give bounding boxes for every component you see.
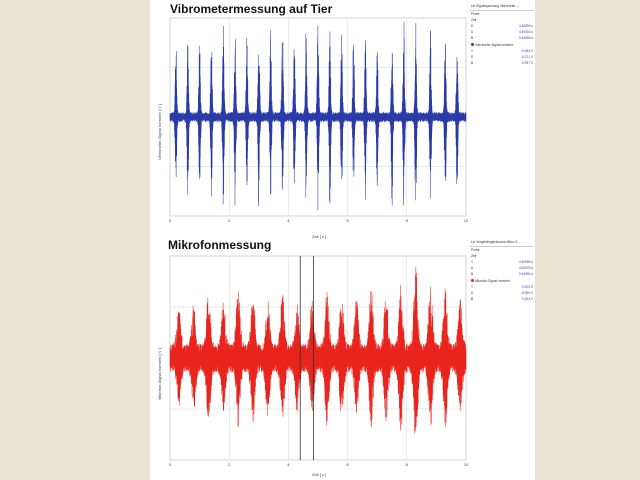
- panel-row: B 0.44950 s: [470, 36, 534, 42]
- row-value: 0.44950 s: [518, 272, 533, 277]
- row-key: B: [471, 36, 474, 41]
- vibro-y-label: Vibrometer-Signal normiert [ V ]: [157, 104, 162, 160]
- mikro-chart-title: Mikrofonmessung: [168, 238, 272, 252]
- panel-row: D 4.40950 s: [470, 24, 534, 30]
- panel-row: Y -0.094 V: [470, 48, 534, 54]
- legend-text: Vibrometer Signal normiert: [475, 43, 513, 48]
- panel-header: Lin Signalspannung Vibrometer ...: [470, 4, 534, 12]
- panel-row: D 4.40000 s: [470, 30, 534, 36]
- x-tick-label: 4: [287, 462, 290, 467]
- panel-header-text: Lin Vergleichsgeräusche Mikro 3...: [471, 240, 520, 245]
- legend-dot-icon: [471, 279, 474, 283]
- x-tick-label: 0: [169, 462, 172, 467]
- mikro-plot[interactable]: 0 2 4 6 8 10: [168, 254, 468, 470]
- row-value: 4.40000 s: [518, 30, 533, 35]
- panel-header-text: Lin Signalspannung Vibrometer ...: [471, 4, 519, 9]
- row-key: B: [471, 297, 474, 302]
- panel-row: B 0.097 V: [470, 61, 534, 67]
- signal-trace: [169, 266, 467, 434]
- vibro-cursor-panel: Lin Signalspannung Vibrometer ... Probe …: [470, 4, 534, 67]
- row-value: 0.203 V: [522, 297, 533, 302]
- panel-legend: Vibrometer Signal normiert: [470, 42, 534, 48]
- panel-header: Lin Vergleichsgeräusche Mikro 3...: [470, 240, 534, 248]
- vibro-chart-title: Vibrometermessung auf Tier: [170, 2, 333, 16]
- row-value: -0.009 V: [520, 290, 533, 295]
- panel-legend: Mikrofon-Signal normiert: [470, 278, 534, 284]
- legend-text: Mikrofon-Signal normiert: [475, 279, 510, 284]
- x-tick-label: 2: [228, 218, 231, 223]
- row-value: 4.40950 s: [518, 260, 533, 265]
- legend-dot-icon: [471, 43, 474, 47]
- row-value: 0.203 V: [522, 284, 533, 289]
- row-value: 0.097 V: [522, 61, 533, 66]
- x-tick-label: 6: [346, 218, 349, 223]
- vibro-x-label: Zeit [ s ]: [312, 234, 327, 239]
- row-value: 0.071 V: [522, 54, 533, 59]
- x-tick-label: 10: [464, 218, 468, 223]
- mikro-cursor-panel: Lin Vergleichsgeräusche Mikro 3... Probe…: [470, 240, 534, 303]
- panel-zeit-text: Zeit: [471, 253, 477, 258]
- row-value: 4.40950 s: [518, 24, 533, 29]
- row-key: Y: [471, 284, 474, 289]
- panel-row: B 0.203 V: [470, 297, 534, 303]
- x-tick-label: 10: [464, 462, 468, 467]
- panel-row: Y 4.40950 s: [470, 260, 534, 266]
- row-key: Y: [471, 260, 474, 265]
- row-key: B: [471, 61, 474, 66]
- panel-probe: Probe: [470, 247, 534, 253]
- panel-row: D 0.071 V: [470, 55, 534, 61]
- row-key: Y: [471, 48, 474, 53]
- x-tick-label: 4: [287, 218, 290, 223]
- panel-row: D -0.009 V: [470, 291, 534, 297]
- mikro-x-label: Zeit [ s ]: [312, 472, 327, 477]
- panel-zeit: Zeit: [470, 17, 534, 23]
- panel-row: Y 0.203 V: [470, 284, 534, 290]
- signal-trace: [169, 21, 467, 211]
- row-key: D: [471, 266, 474, 271]
- panel-zeit: Zeit: [470, 253, 534, 259]
- panel-row: B 0.44950 s: [470, 272, 534, 278]
- panel-row: D 4.40000 s: [470, 266, 534, 272]
- x-tick-label: 0: [169, 218, 172, 223]
- row-key: D: [471, 30, 474, 35]
- x-tick-label: 8: [406, 218, 409, 223]
- vibro-plot[interactable]: 0 2 4 6 8 10: [168, 16, 468, 226]
- row-key: D: [471, 290, 474, 295]
- row-key: D: [471, 54, 474, 59]
- panel-probe-text: Probe: [471, 247, 480, 252]
- row-key: B: [471, 272, 474, 277]
- x-tick-label: 6: [346, 462, 349, 467]
- row-value: -0.094 V: [520, 48, 533, 53]
- row-value: 4.40000 s: [518, 266, 533, 271]
- panel-probe: Probe: [470, 11, 534, 17]
- row-value: 0.44950 s: [518, 36, 533, 41]
- panel-zeit-text: Zeit: [471, 17, 477, 22]
- mikro-y-label: Mikrofon-Signal normiert [ V ]: [157, 348, 162, 400]
- row-key: D: [471, 24, 474, 29]
- panel-probe-text: Probe: [471, 11, 480, 16]
- x-tick-label: 2: [228, 462, 231, 467]
- x-tick-label: 8: [406, 462, 409, 467]
